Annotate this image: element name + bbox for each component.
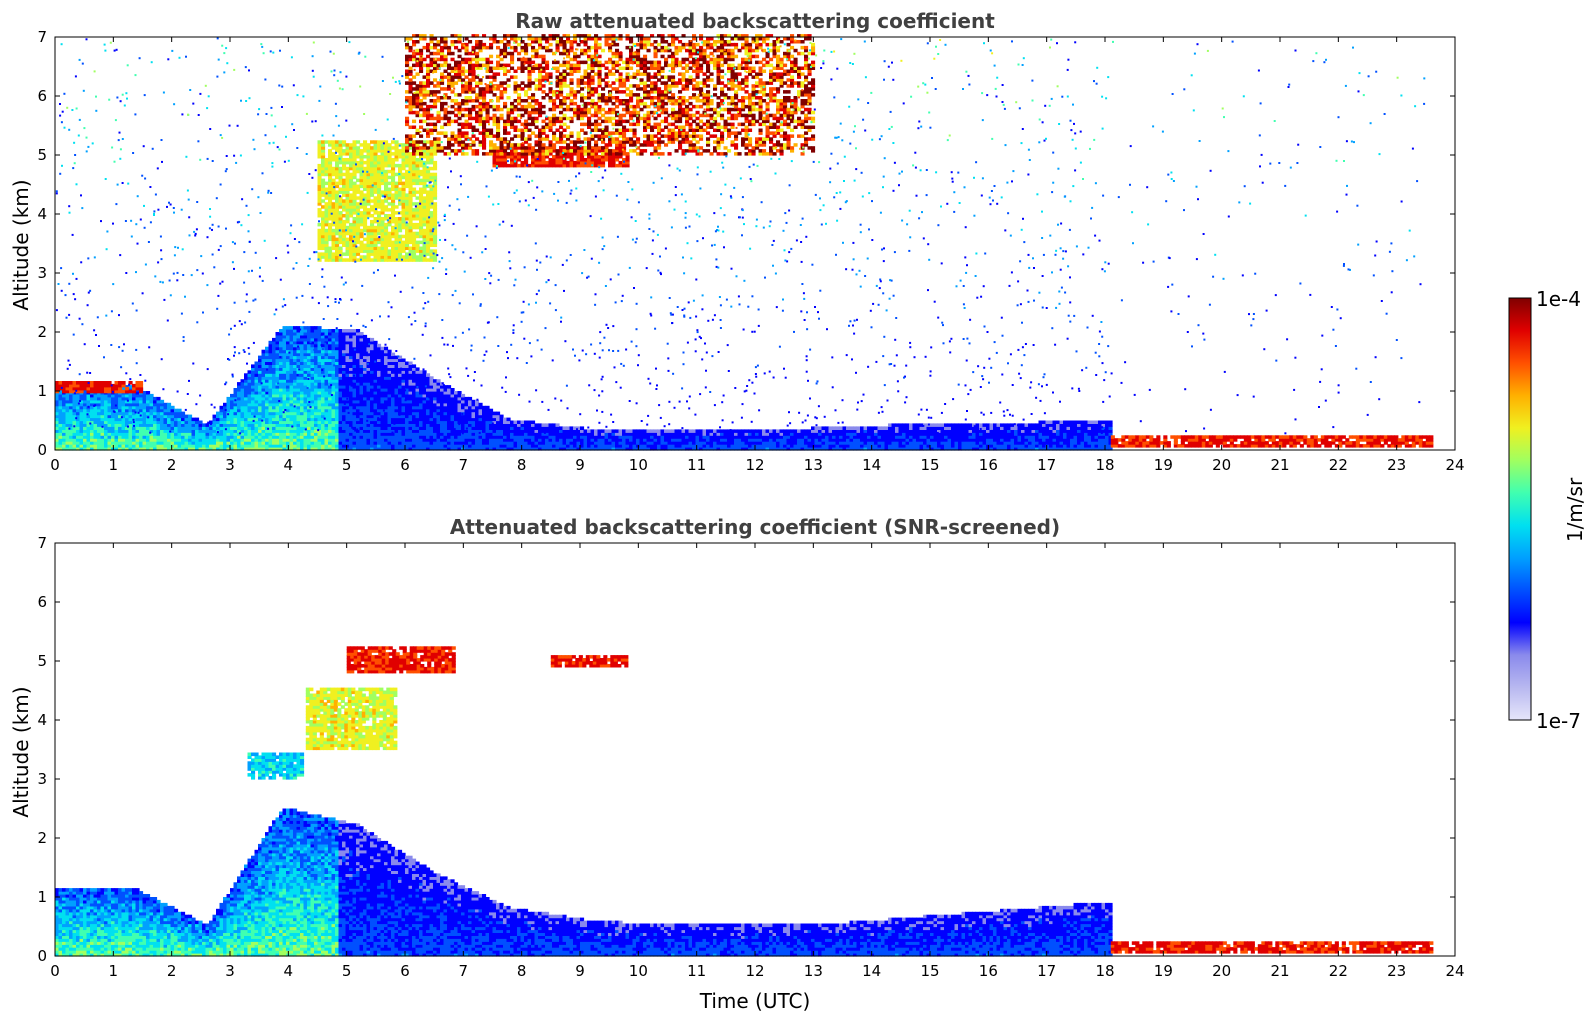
x-tick-label: 11 — [687, 962, 706, 980]
x-tick-label: 3 — [225, 456, 235, 474]
feature-cloud-top-layer — [55, 381, 144, 394]
x-tick-label: 14 — [862, 962, 881, 980]
panel-title: Raw attenuated backscattering coefficien… — [515, 9, 995, 33]
x-axis-label: Time (UTC) — [699, 989, 811, 1013]
x-tick-label: 24 — [1445, 456, 1464, 474]
y-tick-label: 6 — [37, 593, 47, 611]
x-tick-label: 22 — [1329, 962, 1348, 980]
x-tick-label: 2 — [167, 456, 177, 474]
x-tick-label: 17 — [1037, 456, 1056, 474]
y-tick-label: 6 — [37, 87, 47, 105]
x-tick-label: 13 — [804, 962, 823, 980]
y-tick-label: 2 — [37, 829, 47, 847]
axes: 0 1 2 3 4 5 6 7 8 9 10 11 12 13 14 15 16 17 18 19 20 21 22 23 24… — [37, 534, 1464, 980]
x-tick-label: 23 — [1387, 962, 1406, 980]
feature-elevated-layer — [305, 687, 398, 751]
x-tick-label: 11 — [687, 456, 706, 474]
heatmap-image — [55, 543, 1455, 957]
x-tick-label: 18 — [1095, 962, 1114, 980]
x-tick-label: 10 — [629, 456, 648, 474]
feature-elevated-layer — [247, 752, 305, 780]
x-tick-label: 24 — [1445, 962, 1464, 980]
x-tick-label: 13 — [804, 456, 823, 474]
feature-low-cloud — [1110, 941, 1434, 954]
snr-screened-backscatter-panel: Attenuated backscattering coefficient (S… — [9, 515, 1465, 1013]
noise-scatter — [55, 37, 1426, 435]
x-tick-label: 8 — [517, 962, 527, 980]
feature-elevated-layer — [317, 140, 438, 262]
x-tick-label: 16 — [979, 456, 998, 474]
x-tick-label: 6 — [400, 962, 410, 980]
y-tick-label: 0 — [37, 441, 47, 459]
feature-noise-high-altitude — [405, 34, 816, 156]
y-axis-label: Altitude (km) — [9, 179, 33, 310]
x-tick-label: 14 — [862, 456, 881, 474]
feature-low-cloud — [1110, 435, 1434, 448]
feature-elevated-layer — [346, 646, 456, 674]
y-tick-label: 4 — [37, 205, 47, 223]
x-tick-label: 12 — [745, 962, 764, 980]
x-tick-label: 16 — [979, 962, 998, 980]
x-tick-label: 19 — [1154, 962, 1173, 980]
colorbar-unit-label: 1/m/sr — [1563, 477, 1587, 542]
x-tick-label: 6 — [400, 456, 410, 474]
x-tick-label: 23 — [1387, 456, 1406, 474]
x-tick-label: 0 — [50, 962, 60, 980]
panel-title: Attenuated backscattering coefficient (S… — [450, 515, 1060, 539]
y-tick-label: 3 — [37, 264, 47, 282]
x-tick-label: 2 — [167, 962, 177, 980]
colorbar-gradient — [1508, 297, 1532, 721]
x-tick-label: 4 — [284, 456, 294, 474]
y-tick-label: 2 — [37, 323, 47, 341]
y-tick-label: 1 — [37, 888, 47, 906]
x-tick-label: 17 — [1037, 962, 1056, 980]
colorbar-min-label: 1e-7 — [1536, 709, 1581, 733]
feature-elevated-layer — [550, 655, 629, 668]
x-tick-label: 0 — [50, 456, 60, 474]
x-tick-label: 18 — [1095, 456, 1114, 474]
x-tick-label: 9 — [575, 456, 585, 474]
feature-boundary-layer — [55, 326, 1113, 451]
x-tick-label: 20 — [1212, 456, 1231, 474]
x-tick-label: 8 — [517, 456, 527, 474]
x-tick-label: 12 — [745, 456, 764, 474]
raw-backscatter-panel: Raw attenuated backscattering coefficien… — [9, 9, 1465, 474]
y-tick-label: 7 — [37, 534, 47, 552]
y-tick-label: 5 — [37, 652, 47, 670]
axes: 0 1 2 3 4 5 6 7 8 9 10 11 12 13 14 15 16 17 18 19 20 21 22 23 24… — [37, 28, 1464, 474]
x-tick-label: 10 — [629, 962, 648, 980]
y-tick-label: 1 — [37, 382, 47, 400]
y-axis-label: Altitude (km) — [9, 686, 33, 817]
y-tick-label: 0 — [37, 947, 47, 965]
x-tick-label: 1 — [109, 456, 119, 474]
y-tick-label: 4 — [37, 711, 47, 729]
y-tick-label: 3 — [37, 770, 47, 788]
y-tick-label: 5 — [37, 146, 47, 164]
x-tick-label: 22 — [1329, 456, 1348, 474]
feature-boundary-layer — [55, 808, 1113, 957]
x-tick-label: 9 — [575, 962, 585, 980]
x-tick-label: 4 — [284, 962, 294, 980]
y-tick-label: 7 — [37, 28, 47, 46]
colorbar-max-label: 1e-4 — [1536, 287, 1581, 311]
x-tick-label: 20 — [1212, 962, 1231, 980]
x-tick-label: 3 — [225, 962, 235, 980]
x-tick-label: 1 — [109, 962, 119, 980]
heatmap-image — [55, 34, 1455, 451]
x-tick-label: 5 — [342, 456, 352, 474]
x-tick-label: 5 — [342, 962, 352, 980]
x-tick-label: 21 — [1270, 456, 1289, 474]
colorbar: 1e-4 1e-7 1/m/sr — [1508, 287, 1587, 733]
x-tick-label: 7 — [459, 456, 469, 474]
x-tick-label: 7 — [459, 962, 469, 980]
x-tick-label: 19 — [1154, 456, 1173, 474]
x-tick-label: 21 — [1270, 962, 1289, 980]
x-tick-label: 15 — [920, 456, 939, 474]
x-tick-label: 15 — [920, 962, 939, 980]
